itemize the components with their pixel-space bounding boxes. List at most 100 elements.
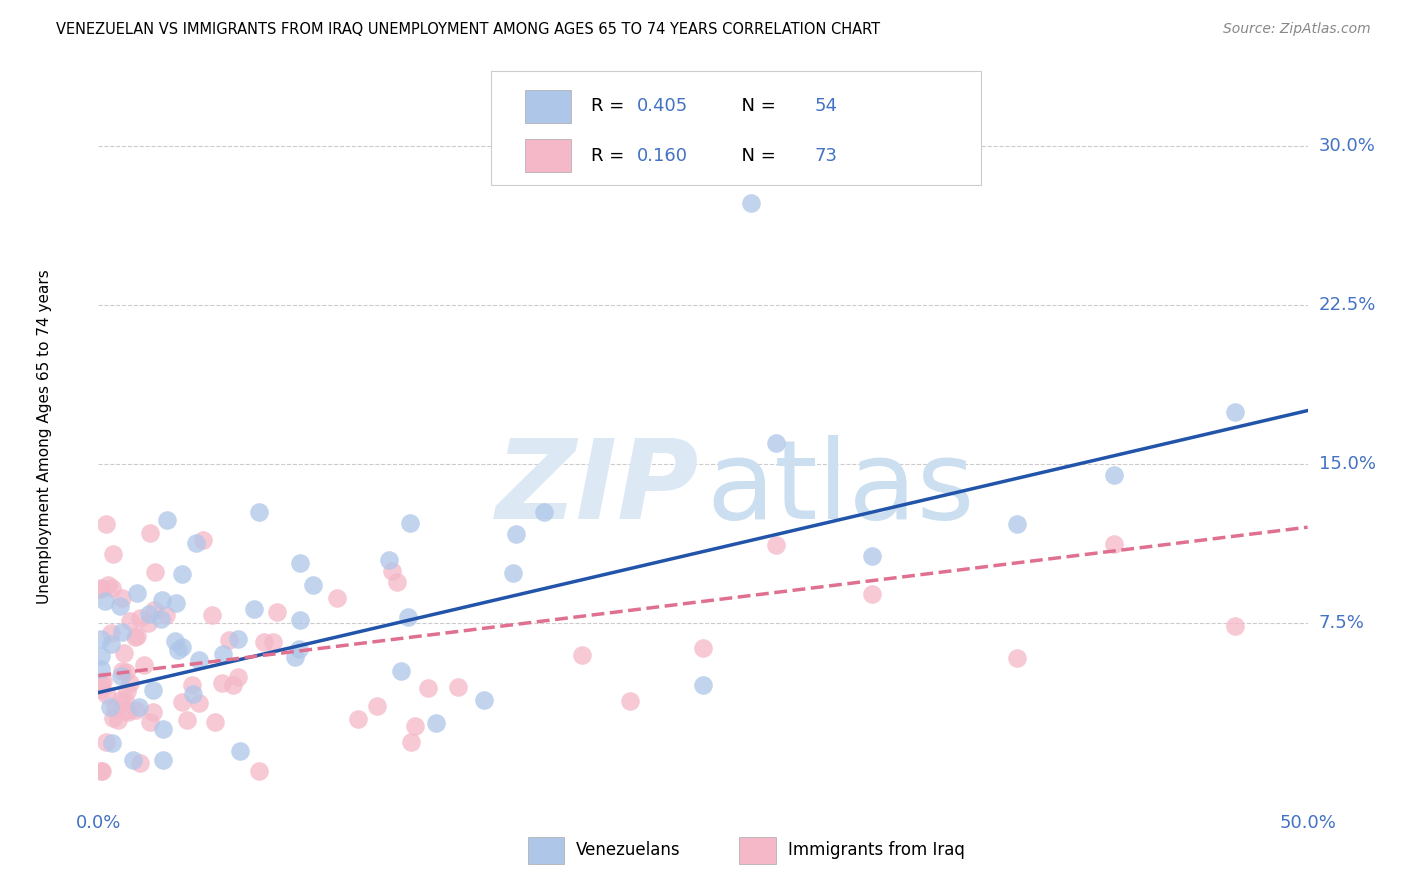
Point: [447, 680, 470, 694]
Point: [90, 581, 112, 595]
Text: atlas: atlas: [707, 434, 976, 541]
Point: [138, 607, 160, 622]
Point: [176, 713, 198, 727]
Point: [90, 648, 112, 663]
Point: [118, 676, 141, 690]
Point: [416, 681, 439, 695]
Point: [425, 715, 447, 730]
Point: [229, 744, 252, 758]
Point: [765, 436, 787, 450]
Point: [90, 662, 112, 676]
Point: [170, 640, 193, 655]
Point: [156, 513, 179, 527]
Point: [165, 596, 187, 610]
Point: [145, 565, 167, 579]
Point: [860, 587, 883, 601]
Point: [134, 657, 156, 672]
Point: [218, 633, 240, 648]
Point: [472, 692, 495, 706]
Point: [571, 648, 593, 662]
Point: [104, 700, 127, 714]
Point: [117, 705, 139, 719]
Text: 54: 54: [814, 97, 837, 115]
Point: [103, 711, 125, 725]
Point: [290, 613, 312, 627]
Text: Immigrants from Iraq: Immigrants from Iraq: [787, 841, 965, 859]
Point: [692, 678, 714, 692]
Point: [100, 637, 122, 651]
Point: [399, 734, 422, 748]
Point: [142, 683, 165, 698]
Text: 0.160: 0.160: [637, 146, 688, 165]
Point: [166, 643, 188, 657]
Point: [129, 756, 152, 770]
Text: R =: R =: [591, 146, 630, 165]
Point: [765, 538, 787, 552]
Point: [243, 602, 266, 616]
Point: [114, 665, 136, 679]
Point: [266, 605, 288, 619]
Text: Venezuelans: Venezuelans: [576, 841, 681, 859]
Point: [96, 688, 118, 702]
Point: [385, 574, 408, 589]
Point: [381, 564, 404, 578]
Point: [107, 713, 129, 727]
Point: [1102, 468, 1125, 483]
Text: Source: ZipAtlas.com: Source: ZipAtlas.com: [1223, 22, 1371, 37]
Point: [114, 692, 136, 706]
Point: [139, 525, 162, 540]
Point: [110, 669, 132, 683]
Point: [149, 612, 172, 626]
Point: [222, 678, 245, 692]
Point: [619, 694, 641, 708]
Point: [100, 625, 122, 640]
Point: [191, 533, 214, 547]
Point: [187, 653, 209, 667]
Point: [325, 591, 347, 605]
Text: 22.5%: 22.5%: [1319, 295, 1376, 314]
Point: [128, 611, 150, 625]
Point: [692, 641, 714, 656]
Point: [90, 683, 112, 698]
Point: [201, 608, 224, 623]
Point: [247, 764, 270, 778]
Point: [180, 678, 202, 692]
Text: 0.0%: 0.0%: [76, 814, 121, 832]
Point: [152, 593, 174, 607]
Point: [115, 703, 138, 717]
Point: [262, 635, 284, 649]
Point: [204, 715, 226, 730]
Text: R =: R =: [591, 97, 630, 115]
Point: [184, 536, 207, 550]
Point: [125, 585, 148, 599]
Point: [366, 698, 388, 713]
Point: [253, 634, 276, 648]
FancyBboxPatch shape: [526, 139, 571, 172]
Point: [1223, 405, 1246, 419]
Point: [378, 553, 401, 567]
Point: [118, 614, 141, 628]
Point: [96, 517, 118, 532]
Point: [399, 516, 422, 531]
Point: [170, 566, 193, 581]
Point: [505, 527, 527, 541]
Point: [1223, 619, 1246, 633]
Text: 73: 73: [814, 146, 837, 165]
Point: [125, 703, 148, 717]
Point: [90, 676, 112, 690]
Point: [211, 676, 233, 690]
Point: [125, 629, 148, 643]
Point: [172, 695, 194, 709]
Point: [860, 549, 883, 563]
Text: VENEZUELAN VS IMMIGRANTS FROM IRAQ UNEMPLOYMENT AMONG AGES 65 TO 74 YEARS CORREL: VENEZUELAN VS IMMIGRANTS FROM IRAQ UNEMP…: [56, 22, 880, 37]
Point: [533, 505, 555, 519]
Point: [142, 603, 165, 617]
Text: ZIP: ZIP: [496, 434, 699, 541]
Point: [94, 594, 117, 608]
Point: [152, 722, 174, 736]
Text: 30.0%: 30.0%: [1319, 136, 1375, 154]
FancyBboxPatch shape: [740, 838, 776, 863]
Point: [187, 696, 209, 710]
Point: [290, 556, 312, 570]
Text: 50.0%: 50.0%: [1279, 814, 1336, 832]
